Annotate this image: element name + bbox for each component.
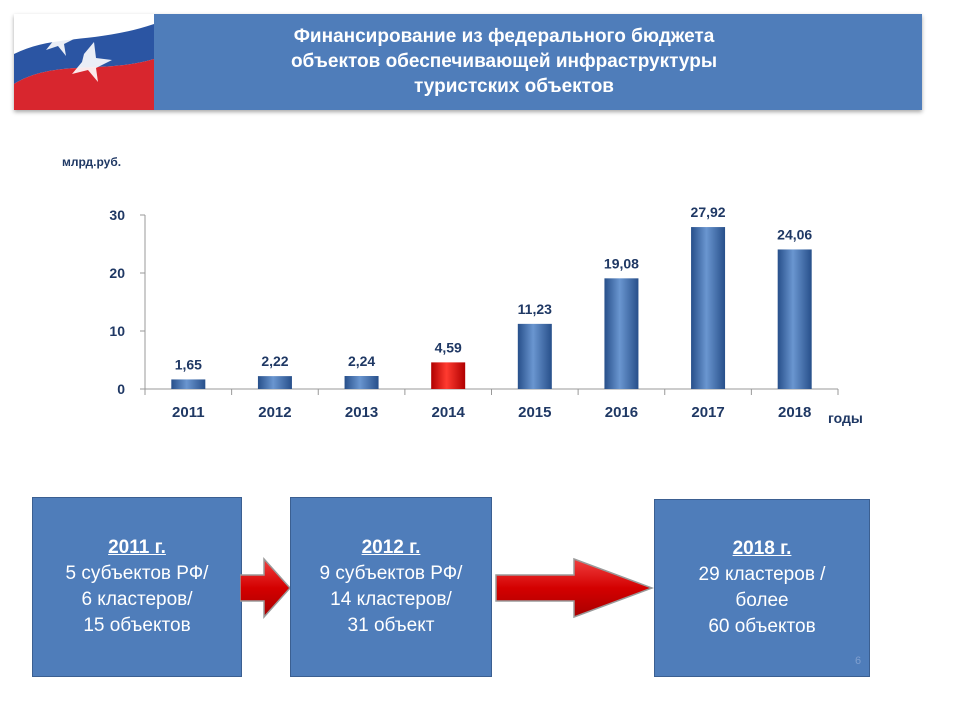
summary-line: 5 субъектов РФ/ (65, 563, 209, 584)
summary-line: более (735, 590, 789, 611)
y-tick-label: 30 (109, 207, 125, 223)
summary-line: 29 кластеров / (698, 564, 826, 585)
x-tick-label-2012: 2012 (258, 404, 291, 421)
data-label-2014: 4,59 (435, 339, 462, 355)
page-number: 6 (855, 655, 862, 667)
arrow-right-icon (495, 557, 654, 619)
summary-line: 31 объект (347, 615, 435, 636)
summary-line: 14 кластеров/ (330, 589, 452, 610)
data-label-2016: 19,08 (604, 255, 639, 271)
summary-line: 60 объектов (708, 616, 816, 637)
bar-2011 (171, 379, 206, 389)
header-banner: Финансирование из федерального бюджета о… (14, 14, 922, 110)
summary-box-2011: 2011 г. 5 субъектов РФ/ 6 кластеров/ 15 … (32, 497, 242, 677)
data-label-2013: 2,24 (348, 353, 375, 369)
summary-box-2012: 2012 г. 9 субъектов РФ/ 14 кластеров/ 31… (290, 497, 492, 677)
data-label-2012: 2,22 (261, 353, 288, 369)
x-tick-label-2017: 2017 (691, 404, 724, 421)
data-label-2017: 27,92 (691, 204, 726, 220)
title-line-2: объектов обеспечивающей инфраструктуры (290, 51, 718, 72)
bar-2015 (517, 323, 552, 389)
page-title: Финансирование из федерального бюджета о… (174, 24, 834, 99)
x-tick-label-2016: 2016 (605, 404, 638, 421)
summary-year: 2011 г. (108, 537, 166, 558)
x-tick-label-2013: 2013 (345, 404, 378, 421)
data-label-2018: 24,06 (777, 226, 812, 242)
y-tick-label: 10 (109, 323, 125, 339)
bar-2013 (344, 376, 379, 389)
x-tick-label-2014: 2014 (432, 404, 466, 421)
summary-line: 9 субъектов РФ/ (319, 563, 463, 584)
summary-line: 6 кластеров/ (81, 589, 193, 610)
arrow-right-icon (240, 557, 292, 619)
summary-box-2018: 2018 г. 29 кластеров / более 60 объектов (654, 499, 870, 677)
summary-year: 2012 г. (361, 537, 421, 558)
y-axis-label: млрд.руб. (62, 155, 121, 169)
title-line-3: туристских объектов (414, 76, 614, 97)
y-tick-label: 20 (109, 265, 125, 281)
summary-line: 15 объектов (83, 615, 191, 636)
russian-flag-logo (14, 14, 154, 110)
x-tick-label-2018: 2018 (778, 404, 811, 421)
y-tick-label: 0 (117, 381, 125, 397)
data-label-2015: 11,23 (518, 301, 552, 317)
bar-chart: млрд.руб. 0 10 20 30 1,65 2011 2,22 2012 2,24 2013… (62, 155, 863, 426)
x-tick-label-2015: 2015 (518, 404, 551, 421)
bar-2012 (257, 376, 292, 389)
summary-year: 2018 г. (732, 538, 792, 559)
data-label-2011: 1,65 (175, 356, 202, 372)
bar-2014 (431, 362, 466, 389)
x-tick-label-2011: 2011 (172, 404, 205, 421)
bar-2018 (777, 249, 812, 389)
bar-2016 (604, 278, 639, 389)
x-axis-label: годы (828, 410, 863, 426)
title-line-1: Финансирование из федерального бюджета (293, 26, 715, 47)
bar-2017 (691, 227, 726, 389)
